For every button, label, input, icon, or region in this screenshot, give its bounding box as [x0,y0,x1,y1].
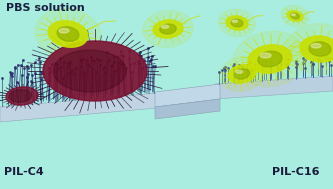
Ellipse shape [236,70,243,73]
Ellipse shape [9,90,32,102]
Ellipse shape [309,42,331,56]
Ellipse shape [258,51,282,67]
Ellipse shape [311,43,321,48]
Ellipse shape [234,69,250,79]
Ellipse shape [291,13,299,19]
Ellipse shape [300,36,333,62]
Text: PIL-C16: PIL-C16 [272,167,319,177]
Ellipse shape [248,45,292,73]
Ellipse shape [228,65,256,83]
Ellipse shape [287,24,333,74]
Ellipse shape [281,5,309,27]
Ellipse shape [219,9,255,37]
Ellipse shape [231,19,243,27]
Ellipse shape [53,50,126,92]
Ellipse shape [233,31,307,87]
Polygon shape [155,99,220,119]
Ellipse shape [260,53,271,58]
Ellipse shape [291,14,295,16]
Polygon shape [215,76,333,99]
Polygon shape [0,92,168,122]
Ellipse shape [226,16,248,30]
Ellipse shape [153,20,183,38]
Ellipse shape [287,11,303,21]
Ellipse shape [160,24,176,34]
Ellipse shape [161,25,169,28]
Ellipse shape [35,9,101,60]
Text: PBS solution: PBS solution [6,3,85,13]
Ellipse shape [43,41,147,101]
Ellipse shape [59,29,69,33]
Ellipse shape [48,21,88,47]
Ellipse shape [57,27,79,41]
Ellipse shape [232,20,237,22]
Ellipse shape [219,57,265,91]
Polygon shape [155,84,220,107]
Ellipse shape [6,87,38,105]
Ellipse shape [143,11,193,47]
Text: PIL-C4: PIL-C4 [4,167,44,177]
